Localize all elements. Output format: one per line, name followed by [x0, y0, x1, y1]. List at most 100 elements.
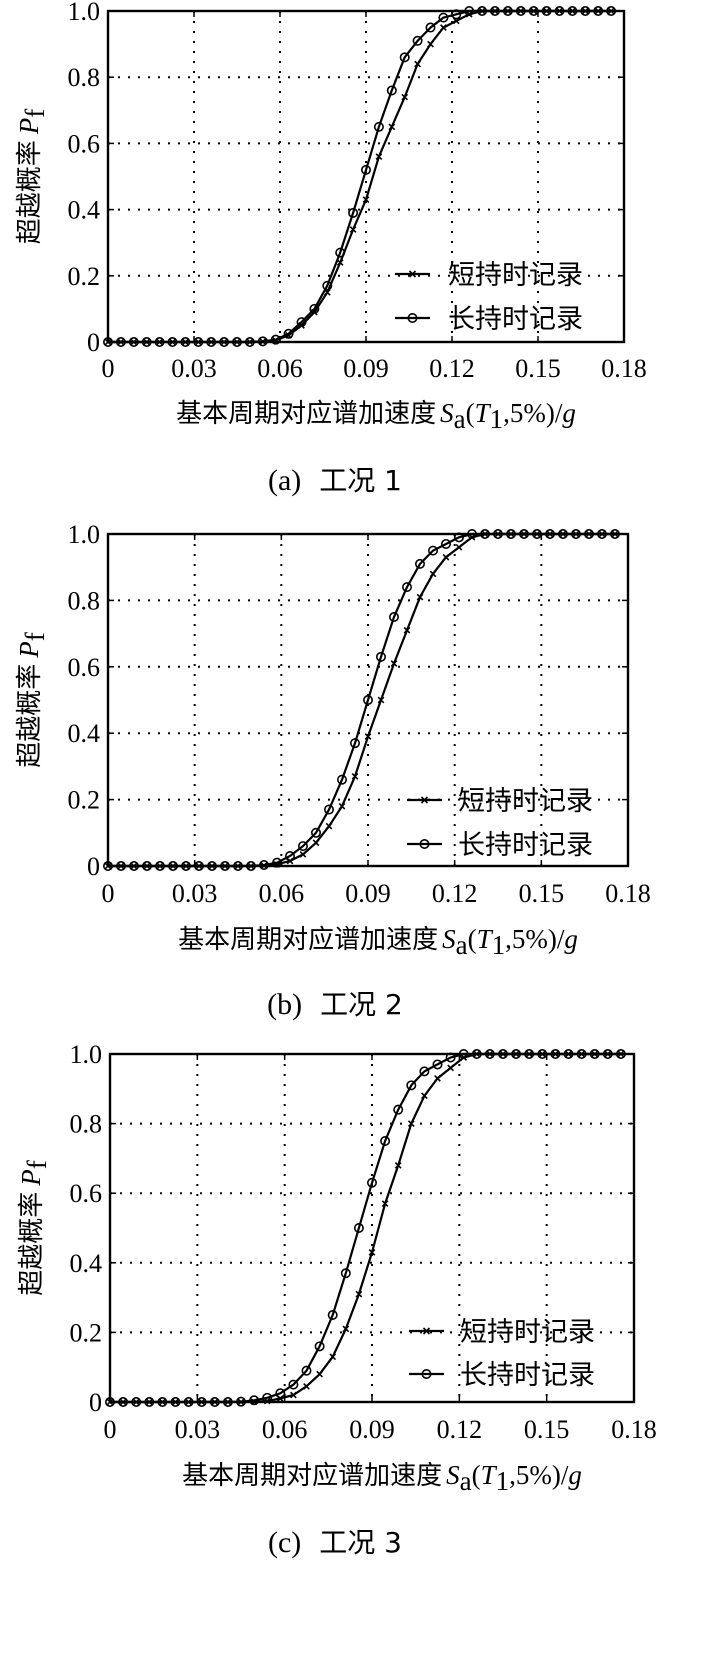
legend-label: 短持时记录	[460, 1317, 595, 1348]
x-axis-label-text: 基本周期对应谱加速度	[176, 399, 436, 429]
series-line-2	[108, 9, 612, 344]
x-axis-label-text: 基本周期对应谱加速度	[178, 925, 438, 955]
data-point-circle	[375, 651, 386, 662]
panel-caption-text: 工况 2	[320, 988, 403, 1021]
panel-caption: (b) 工况 2	[267, 988, 403, 1021]
data-point-circle	[296, 317, 307, 328]
legend-marker-cross	[422, 1327, 431, 1335]
data-point-circle	[323, 804, 334, 815]
x-axis-label-subscript: 1	[492, 930, 506, 960]
data-point-circle	[335, 247, 346, 258]
data-point-cross	[362, 196, 370, 204]
data-point-cross	[329, 1353, 337, 1361]
x-tick-label: 0.15	[524, 1415, 570, 1444]
x-axis-label-symbol: T	[475, 398, 492, 428]
x-tick-label: 0.09	[345, 879, 391, 908]
x-axis-label-subscript: a	[454, 404, 466, 434]
data-point-circle	[414, 558, 425, 569]
x-axis-label-subscript: 1	[490, 404, 504, 434]
legend-marker-circle	[419, 838, 430, 849]
data-point-cross	[416, 593, 424, 601]
data-point-cross	[290, 1391, 297, 1399]
plot-frame	[106, 9, 626, 344]
x-tick-label: 0.09	[343, 354, 389, 383]
y-tick-label: 0.4	[68, 719, 101, 748]
data-point-circle	[301, 1365, 312, 1376]
y-tick-label: 0.2	[68, 786, 101, 815]
y-tick-label: 1.0	[68, 520, 101, 549]
y-tick-label: 0.6	[70, 1179, 103, 1208]
x-axis-label-symbol: g	[562, 398, 576, 428]
data-point-circle	[366, 1177, 377, 1188]
y-axis-label-text: 超越概率	[17, 1192, 47, 1296]
x-axis-label-symbol: S	[442, 924, 456, 954]
x-tick-label: 0.03	[175, 1415, 221, 1444]
y-axis-label: 超越概率 Pf	[16, 1160, 52, 1296]
plot-frame	[108, 1052, 636, 1404]
x-axis-label-subscript: a	[456, 930, 468, 960]
y-tick-label: 0.6	[68, 653, 101, 682]
data-point-circle	[386, 85, 397, 96]
data-point-circle	[310, 827, 321, 838]
data-point-cross	[375, 153, 383, 161]
data-point-cross	[414, 60, 421, 68]
y-tick-label: 1.0	[68, 0, 101, 26]
x-tick-label: 0.03	[172, 879, 218, 908]
data-point-cross	[394, 1161, 402, 1169]
legend-marker-cross	[420, 796, 429, 804]
x-tick-label: 0.18	[611, 1415, 657, 1444]
panel-caption-text: 工况 3	[319, 1526, 402, 1559]
data-point-cross	[299, 851, 307, 858]
x-tick-label: 0.12	[437, 1415, 483, 1444]
data-point-cross	[427, 40, 434, 48]
y-tick-label: 0.6	[68, 129, 101, 158]
x-axis-label: 基本周期对应谱加速度 Sa(T1,5%)/g	[178, 924, 578, 960]
data-point-circle	[406, 1080, 417, 1091]
chart-panel-1: 0 0.03 0.06 0.09 0.12 0.15 0.18 0 0.2 0.4 0.6 0.8 1.…	[14, 0, 647, 497]
x-axis-label-text: ,5%)/	[503, 398, 563, 428]
data-point-cross	[455, 543, 463, 551]
data-point-cross	[452, 17, 460, 25]
panel-caption: (c) 工况 3	[268, 1526, 402, 1559]
legend-label: 长持时记录	[458, 830, 593, 861]
y-axis-label-text: 超越概率	[15, 140, 45, 244]
data-point-cross	[407, 1120, 415, 1127]
data-point-cross	[442, 553, 450, 561]
legend-marker-circle	[421, 1369, 432, 1380]
legend-label: 长持时记录	[448, 304, 583, 335]
y-axis-label-subscript: f	[20, 632, 50, 641]
y-axis-label: 超越概率 Pf	[14, 109, 50, 245]
data-point-circle	[327, 1310, 338, 1321]
data-point-circle	[270, 334, 281, 345]
data-point-circle	[336, 774, 347, 785]
x-tick-label: 0.06	[262, 1415, 308, 1444]
data-point-circle	[440, 538, 451, 549]
x-axis-label-symbol: T	[481, 1460, 498, 1490]
x-tick-label: 0.06	[257, 354, 303, 383]
data-point-circle	[399, 52, 410, 63]
data-point-circle	[360, 164, 371, 175]
x-axis-label-subscript: 1	[496, 1466, 510, 1496]
data-point-cross	[421, 1092, 428, 1100]
x-axis-label-text: 基本周期对应谱加速度	[182, 1461, 442, 1491]
y-tick-label: 1.0	[70, 1040, 103, 1069]
data-point-cross	[316, 1370, 323, 1378]
panel-caption-text: 工况 1	[319, 464, 402, 497]
data-point-cross	[403, 626, 411, 634]
y-axis-label-symbol: P	[14, 641, 44, 659]
y-axis-label-subscript: f	[22, 1160, 52, 1169]
data-point-circle	[373, 121, 384, 132]
x-axis-label-subscript: a	[460, 1466, 472, 1496]
x-axis-label: 基本周期对应谱加速度 Sa(T1,5%)/g	[182, 1460, 582, 1496]
data-point-circle	[349, 738, 360, 749]
data-point-circle	[362, 694, 373, 705]
y-tick-label: 0.4	[70, 1249, 103, 1278]
data-point-circle	[401, 582, 412, 593]
data-point-circle	[275, 1388, 286, 1399]
y-tick-label: 0.8	[68, 63, 101, 92]
y-tick-label: 0.8	[68, 586, 101, 615]
data-point-circle	[388, 611, 399, 622]
data-point-cross	[388, 123, 396, 131]
data-point-circle	[412, 35, 423, 46]
